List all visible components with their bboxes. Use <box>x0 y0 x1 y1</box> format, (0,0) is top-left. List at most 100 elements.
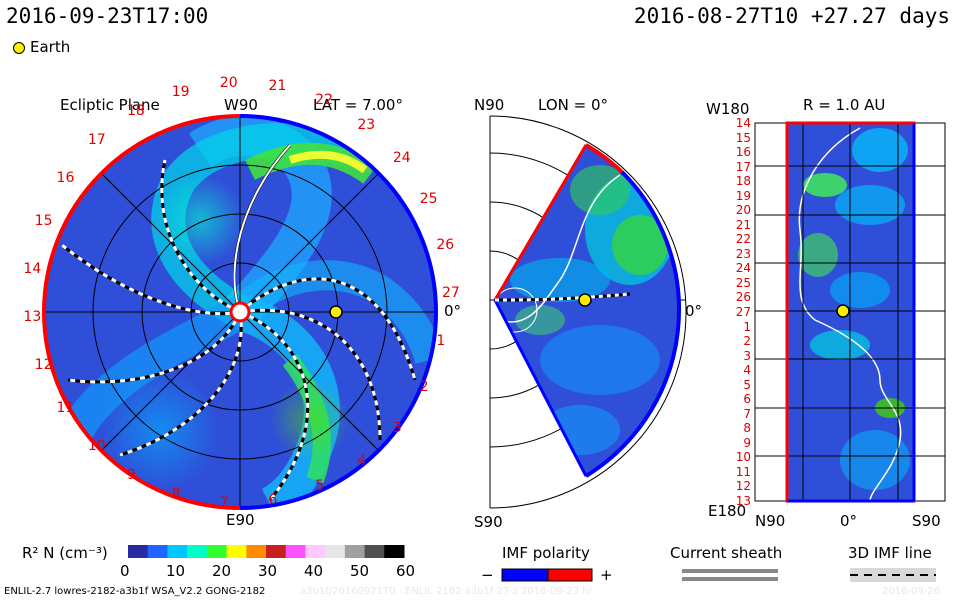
synoptic-y-label-22: 22 <box>735 232 751 247</box>
synoptic-x-label-n90: N90 <box>755 512 786 530</box>
carrington-label-7: 7 <box>219 494 229 511</box>
earth-marker-synoptic <box>836 304 850 318</box>
carrington-label-11: 11 <box>56 400 75 417</box>
footer-run-path: a3b1f/20160921T0...ENLIL 2182 a3b1f 27 z… <box>300 586 593 597</box>
carrington-label-17: 17 <box>87 132 106 149</box>
carrington-label-18: 18 <box>127 103 145 120</box>
synoptic-y-label-18: 18 <box>735 174 751 189</box>
colorbar-segment <box>305 545 326 558</box>
carrington-label-9: 9 <box>127 466 136 483</box>
carrington-label-25: 25 <box>419 190 438 207</box>
ecliptic-rim-negative <box>239 114 438 510</box>
meridional-s90-label: S90 <box>474 513 503 531</box>
carrington-label-2: 2 <box>419 379 429 396</box>
colorbar-segment <box>167 545 188 558</box>
carrington-label-20: 20 <box>219 75 238 92</box>
carrington-label-27: 27 <box>442 285 460 301</box>
imf-polarity-title: IMF polarity <box>502 544 590 562</box>
imf-line-swatch <box>850 568 936 582</box>
colorbar-segment <box>246 545 267 558</box>
colorbar-segment <box>206 545 228 558</box>
carrington-label-14: 14 <box>23 260 42 277</box>
colorbar-segment <box>344 545 366 558</box>
synoptic-y-label-6: 6 <box>743 392 751 407</box>
ecliptic-e90-label: E90 <box>226 511 255 529</box>
synoptic-y-label-27: 27 <box>735 305 751 319</box>
synoptic-y-label-16: 16 <box>735 145 751 160</box>
earth-marker-meridional <box>578 293 592 307</box>
carrington-label-13: 13 <box>23 309 42 326</box>
imf-line-title: 3D IMF line <box>848 544 932 562</box>
colorbar-tick-0: 0 <box>120 562 130 580</box>
density-colorbar <box>128 545 405 558</box>
synoptic-w180-label: W180 <box>706 100 750 118</box>
carrington-label-8: 8 <box>171 486 181 503</box>
synoptic-y-label-13: 13 <box>735 494 751 508</box>
carrington-label-10: 10 <box>87 437 106 454</box>
synoptic-e180-label: E180 <box>708 502 747 520</box>
carrington-label-16: 16 <box>56 169 75 186</box>
synoptic-y-label-17: 17 <box>735 159 751 174</box>
synoptic-y-label-11: 11 <box>735 464 751 479</box>
radius-label: R = 1.0 AU <box>803 96 886 114</box>
colorbar-tick-60: 60 <box>396 562 416 580</box>
synoptic-y-label-1: 1 <box>743 319 751 334</box>
colorbar-segment <box>147 545 168 558</box>
current-sheath-title: Current sheath <box>670 544 783 562</box>
meridional-zero-label: 0° <box>685 302 703 320</box>
colorbar-tick-10: 10 <box>166 562 186 580</box>
synoptic-y-label-5: 5 <box>743 377 751 392</box>
meridional-n90-label: N90 <box>474 96 505 114</box>
colorbar-title: R² N (cm⁻³) <box>22 544 108 562</box>
carrington-label-1: 1 <box>436 333 446 350</box>
synoptic-x-label-zero: 0° <box>840 512 858 530</box>
colorbar-tick-30: 30 <box>258 562 278 580</box>
synoptic-x-label-s90: S90 <box>912 512 941 530</box>
carrington-label-12: 12 <box>34 356 53 373</box>
reference-time-label: 2016-08-27T10 +27.27 days <box>633 4 950 28</box>
carrington-label-4: 4 <box>357 453 367 470</box>
imf-polarity-plus: + <box>600 566 613 584</box>
ecliptic-plane-title: Ecliptic Plane <box>60 96 160 114</box>
carrington-label-3: 3 <box>392 419 402 436</box>
earth-marker-ecliptic <box>329 305 343 319</box>
ecliptic-rim-positive <box>42 114 241 510</box>
ecliptic-zero-label: 0° <box>444 302 462 320</box>
synoptic-y-label-14: 14 <box>735 116 751 130</box>
imf-polarity-minus: − <box>481 566 494 584</box>
ecliptic-plane-disk <box>42 114 438 510</box>
earth-marker-icon <box>13 42 25 54</box>
synoptic-y-label-21: 21 <box>735 217 751 232</box>
synoptic-y-label-8: 8 <box>743 421 751 436</box>
synoptic-y-label-2: 2 <box>743 334 751 349</box>
synoptic-y-label-7: 7 <box>743 406 751 421</box>
carrington-label-5: 5 <box>315 477 325 494</box>
imf-polarity-positive-swatch <box>547 568 593 582</box>
synoptic-y-label-19: 19 <box>735 188 751 203</box>
longitude-label: LON = 0° <box>538 96 608 114</box>
colorbar-segment <box>187 545 208 558</box>
footer-date: 2016-09-26 <box>882 586 941 597</box>
colorbar-tick-40: 40 <box>304 562 324 580</box>
colorbar-tick-50: 50 <box>350 562 370 580</box>
colorbar-tick-20: 20 <box>212 562 232 580</box>
colorbar-segment <box>384 545 405 558</box>
colorbar-segment <box>285 545 306 558</box>
carrington-label-22: 22 <box>315 92 333 109</box>
carrington-label-6: 6 <box>268 491 278 508</box>
synoptic-y-label-26: 26 <box>735 290 751 305</box>
synoptic-y-label-24: 24 <box>735 261 751 276</box>
carrington-label-15: 15 <box>34 213 53 230</box>
carrington-label-21: 21 <box>268 78 287 95</box>
meridional-plane-wedge <box>489 115 687 509</box>
synoptic-map-panel <box>754 121 946 503</box>
synoptic-y-label-15: 15 <box>735 130 751 145</box>
synoptic-y-label-4: 4 <box>743 363 751 378</box>
colorbar-segment <box>226 545 247 558</box>
synoptic-y-label-9: 9 <box>743 435 751 450</box>
synoptic-y-label-23: 23 <box>735 246 751 261</box>
carrington-label-26: 26 <box>436 236 455 253</box>
latitude-label: LAT = 7.00° <box>313 96 403 114</box>
earth-legend-label: Earth <box>30 38 71 56</box>
synoptic-y-label-10: 10 <box>735 450 751 465</box>
